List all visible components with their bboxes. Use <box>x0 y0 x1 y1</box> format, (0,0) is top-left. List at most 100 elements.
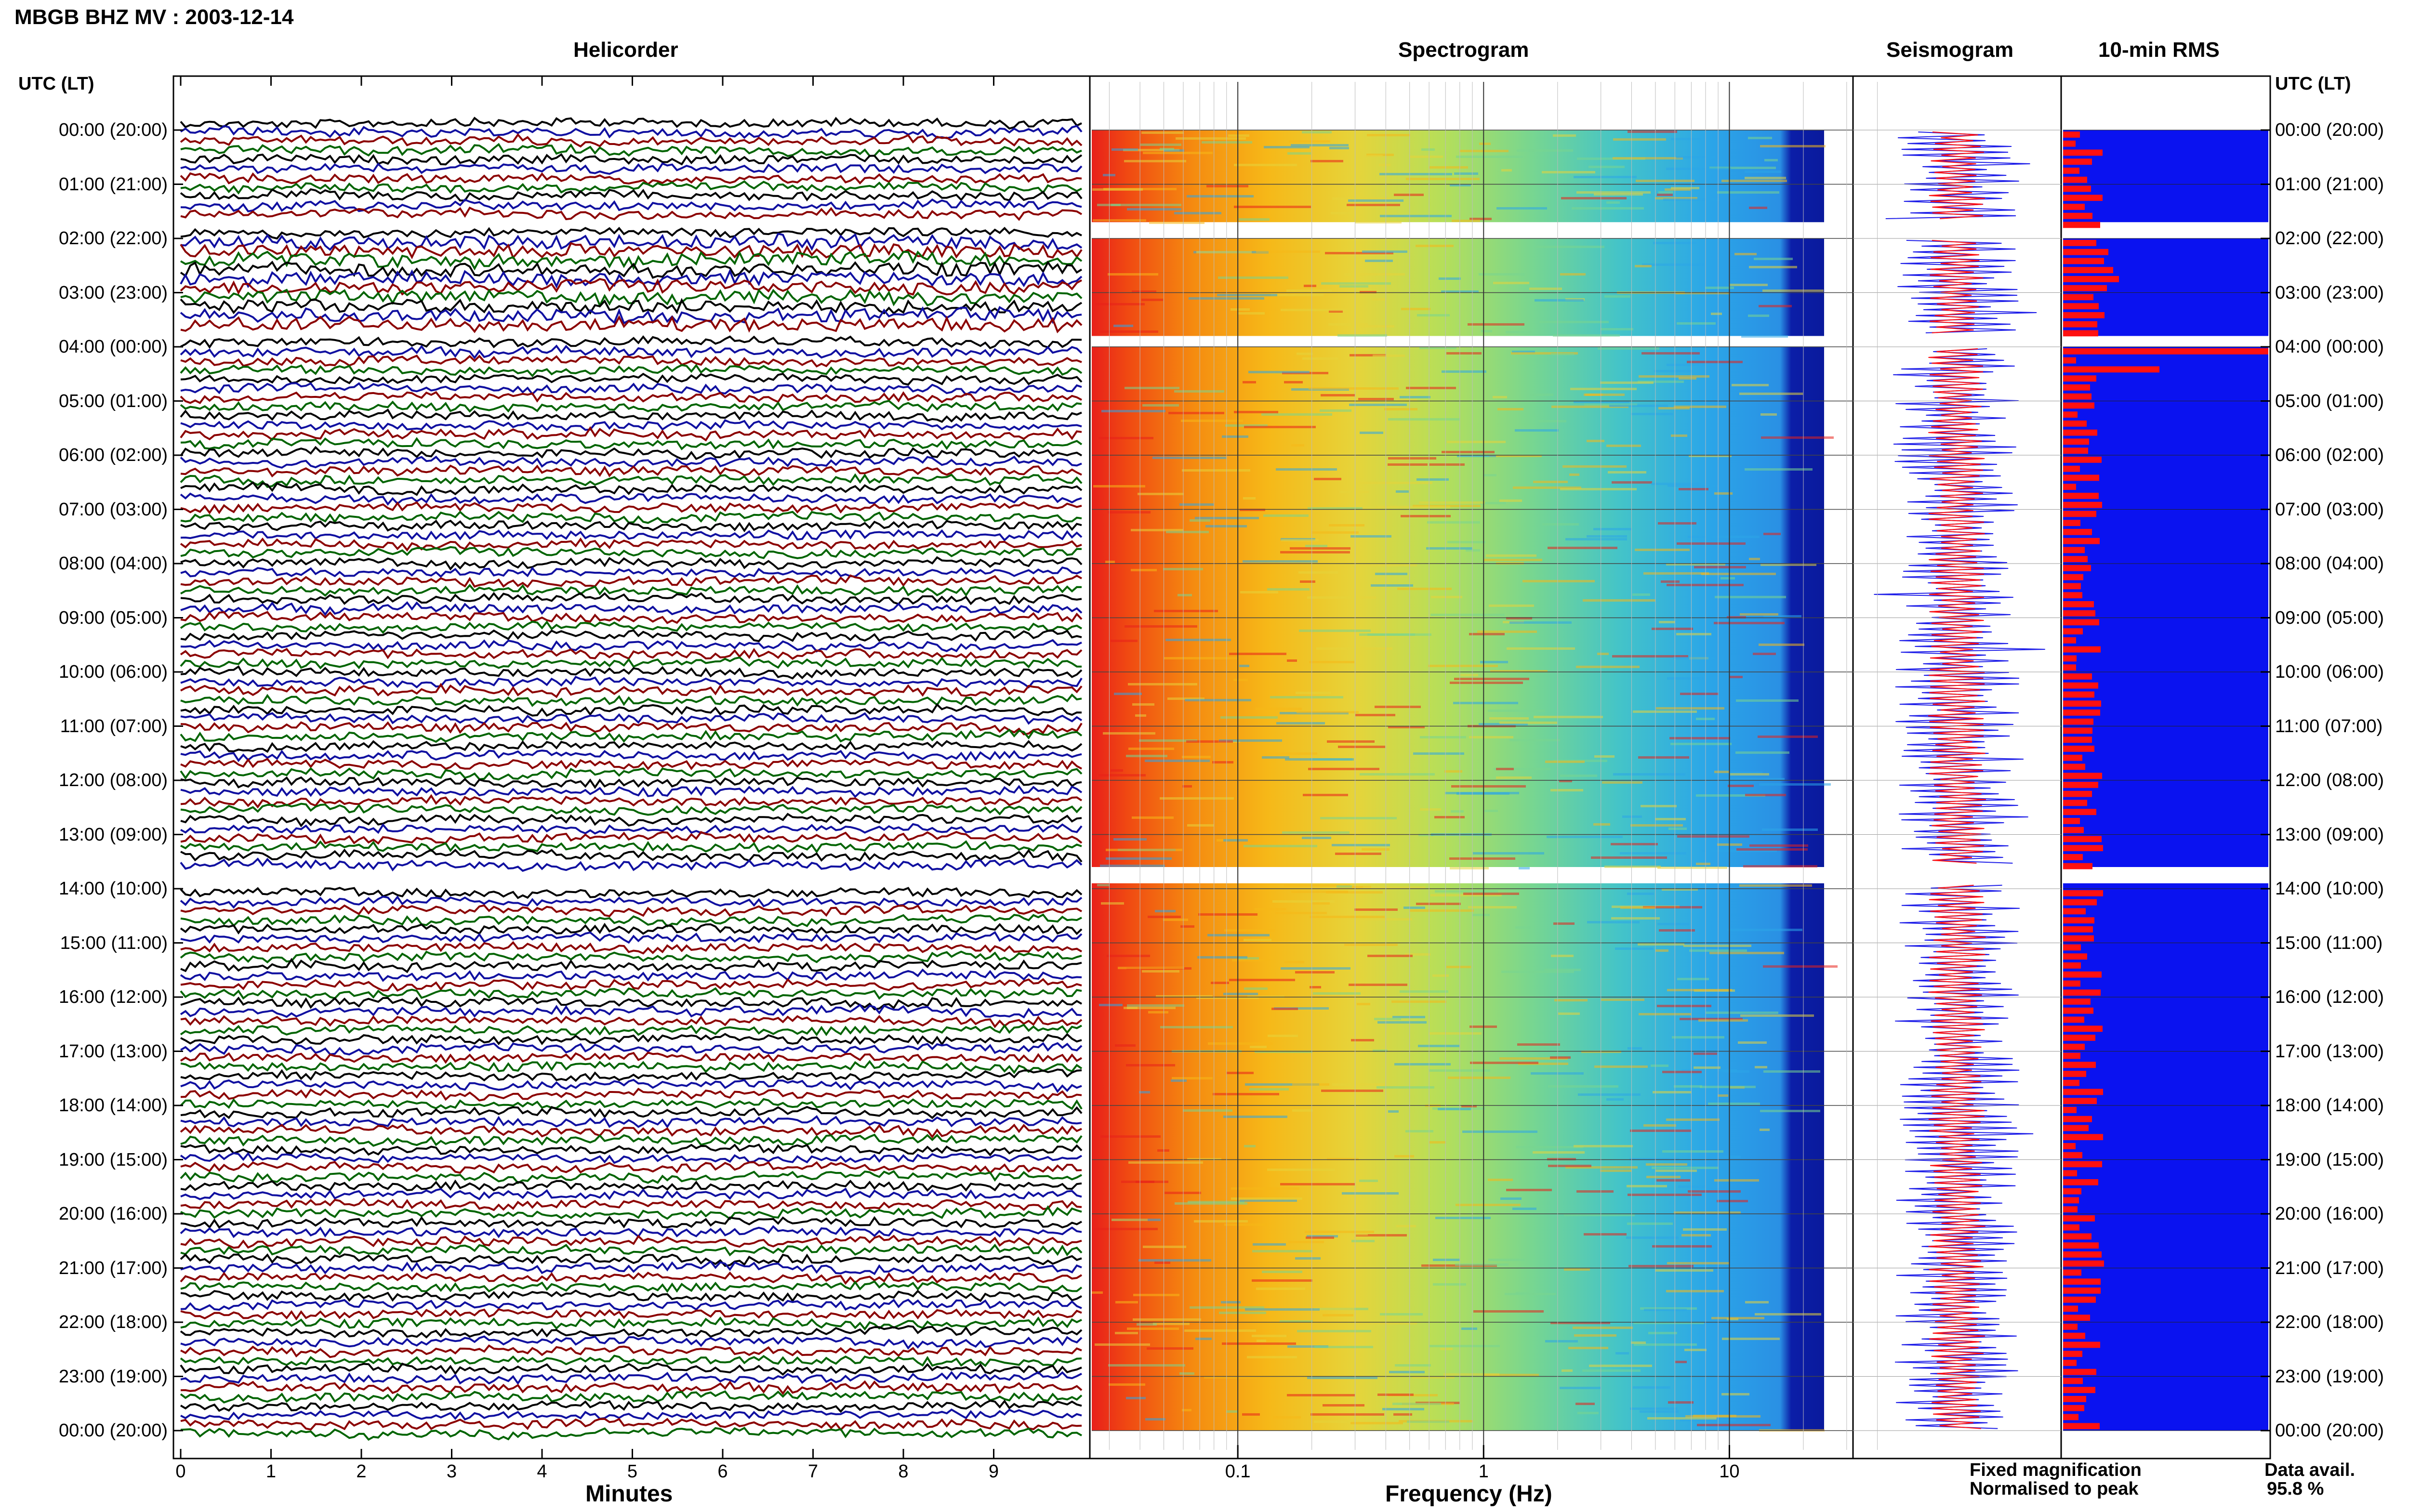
helicorder-trace <box>180 647 1083 660</box>
spectrogram-speckle <box>1680 693 1719 695</box>
spectrogram-speckle <box>1462 1131 1537 1133</box>
helicorder-trace <box>180 226 1082 240</box>
helicorder-trace <box>180 1325 1083 1339</box>
spectrogram-speckle <box>1429 166 1468 169</box>
spectrogram-speckle <box>1244 987 1268 990</box>
spectrogram-speckle <box>1371 584 1413 587</box>
spectrogram-speckle <box>1255 908 1286 910</box>
helicorder-tick-label: 8 <box>898 1461 909 1482</box>
spectrogram-speckle <box>1484 559 1542 561</box>
spectrogram-speckle <box>1715 772 1762 774</box>
spectrogram-speckle <box>1125 387 1179 389</box>
spectrogram-speckle <box>1111 640 1138 642</box>
helicorder-trace <box>180 1115 1082 1129</box>
spectrogram-speckle <box>1375 573 1407 575</box>
hour-label-left: 17:00 (13:00) <box>58 1041 168 1062</box>
helicorder-trace <box>180 1253 1082 1267</box>
helicorder-trace <box>180 335 1082 349</box>
spectrogram-speckle <box>1288 1241 1324 1243</box>
spectrogram-speckle <box>1463 893 1519 895</box>
rms-bar <box>2063 1351 2082 1357</box>
hour-label-right: 07:00 (03:00) <box>2275 499 2384 520</box>
spectrogram-speckle <box>1292 1109 1313 1112</box>
time-axis-label-left: UTC (LT) <box>18 74 94 94</box>
spectrogram-title: Spectrogram <box>1398 38 1529 62</box>
spectrogram-speckle <box>1401 308 1430 310</box>
spectrogram-speckle <box>1559 780 1572 782</box>
rms-bar <box>2063 980 2080 987</box>
helicorder-trace <box>180 1052 1083 1064</box>
spectrogram-speckle <box>1287 1345 1328 1348</box>
spectrogram-speckle <box>1349 404 1407 406</box>
spectrogram-speckle <box>1097 204 1121 206</box>
spectrogram-speckle <box>1262 1271 1302 1273</box>
spectrogram-speckle <box>1329 147 1349 149</box>
seismogram-fixed-trace <box>1885 131 2030 219</box>
spectrogram-speckle <box>1226 1410 1238 1413</box>
spectrogram-speckle <box>1180 925 1194 928</box>
rms-bar <box>2063 763 2085 770</box>
rms-bar <box>2063 1179 2098 1185</box>
spectrogram-speckle <box>1671 434 1687 437</box>
spectrogram-speckle <box>1644 1309 1687 1311</box>
spectrogram-speckle <box>1496 768 1514 770</box>
spectrogram-speckle <box>1285 758 1354 761</box>
spectrogram-speckle <box>1627 893 1654 895</box>
spectrogram-speckle <box>1600 1170 1632 1172</box>
spectrogram-speckle <box>1658 407 1690 409</box>
spectrogram-speckle <box>1232 959 1270 961</box>
spectrogram-speckle <box>1655 818 1686 820</box>
rms-bar <box>2063 1188 2081 1195</box>
spectrogram-speckle <box>1303 794 1348 796</box>
rms-bar <box>2063 1062 2096 1068</box>
spectrogram-speckle <box>1630 1130 1692 1132</box>
spectrogram-speckle <box>1643 572 1709 575</box>
hour-label-left: 05:00 (01:00) <box>58 391 168 411</box>
spectrogram-speckle <box>1594 193 1643 196</box>
helicorder-trace <box>180 315 1083 334</box>
spectrogram-speckle <box>1182 1409 1191 1411</box>
rms-bar <box>2063 1378 2083 1384</box>
spectrogram-speckle <box>1420 736 1466 738</box>
spectrogram-speckle <box>1681 1069 1737 1072</box>
spectrogram-speckle <box>1661 580 1680 583</box>
spectrogram-speckle <box>1352 325 1394 328</box>
spectrogram-speckle <box>1111 204 1181 206</box>
spectrogram-speckle <box>1164 657 1237 659</box>
helicorder-trace <box>180 968 1082 982</box>
spectrogram-speckle <box>1115 1332 1138 1334</box>
spectrogram-speckle <box>1364 155 1383 157</box>
rms-bar <box>2063 529 2092 535</box>
legend-normalised-to-peak: Normalised to peak <box>1970 1479 2139 1499</box>
spectrogram-speckle <box>1714 1179 1759 1182</box>
spectrogram-speckle <box>1274 1007 1329 1010</box>
hour-label-left: 18:00 (14:00) <box>58 1095 168 1116</box>
hour-label-left: 02:00 (22:00) <box>58 228 168 249</box>
spectrogram-speckle <box>1355 714 1395 716</box>
spectrogram-speckle <box>1640 1307 1697 1310</box>
spectrogram-speckle <box>1656 1179 1690 1182</box>
spectrogram-speckle <box>1298 571 1338 574</box>
spectrogram-speckle <box>1612 655 1688 657</box>
spectrogram-speckle <box>1157 1149 1169 1152</box>
spectrogram-speckle <box>1255 1051 1312 1053</box>
spectrogram-speckle <box>1583 599 1655 602</box>
spectrogram-speckle <box>1115 1301 1138 1303</box>
spectrogram-speckle <box>1657 923 1689 925</box>
spectrogram-speckle <box>1511 352 1578 355</box>
helicorder-trace <box>180 1078 1082 1093</box>
spectrogram-speckle <box>1748 137 1772 139</box>
grid-lines <box>1092 82 2268 1450</box>
helicorder-trace <box>180 675 1083 689</box>
spectrogram-speckle <box>1666 1118 1720 1121</box>
spectrogram-speckle <box>1350 1422 1403 1424</box>
spectrogram-speckle <box>1291 144 1349 146</box>
helicorder-trace <box>180 260 1083 279</box>
spectrogram-speckle <box>1576 1190 1614 1193</box>
spectrogram-speckle <box>1659 621 1675 623</box>
spectrogram-speckle <box>1604 295 1630 298</box>
spectrogram-speckle <box>1375 706 1421 708</box>
spectrogram-speckle <box>1620 852 1686 855</box>
spectrogram-speckle <box>1223 1116 1287 1118</box>
spectrogram-speckle <box>1630 824 1683 827</box>
